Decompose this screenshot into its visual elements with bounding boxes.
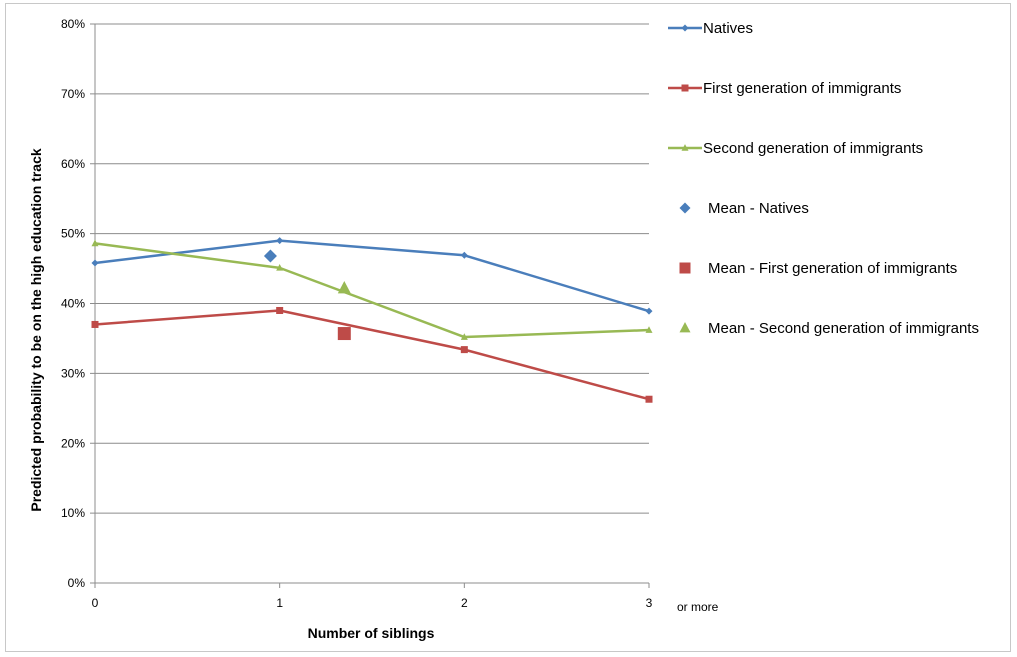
series-line-0 <box>94 239 650 313</box>
legend-item: Natives <box>668 20 753 37</box>
legend-marker <box>681 24 689 32</box>
x-tick-label: 0 <box>92 596 99 610</box>
legend-label: First generation of immigrants <box>703 80 901 97</box>
legend-label: Second generation of immigrants <box>703 140 923 157</box>
legend-label: Mean - First generation of immigrants <box>708 260 957 277</box>
series-line-2 <box>94 242 650 339</box>
data-point <box>276 306 284 314</box>
mean-point <box>337 280 351 294</box>
data-point <box>91 239 99 247</box>
data-point <box>91 259 99 267</box>
mean-markers <box>263 249 351 341</box>
y-tick-label: 30% <box>61 366 85 380</box>
legend-marker <box>681 144 689 151</box>
legend-label: Mean - Natives <box>708 200 809 217</box>
data-point <box>276 237 284 245</box>
legend-item: Second generation of immigrants <box>668 140 923 157</box>
legend-item: Mean - Natives <box>679 200 809 217</box>
y-tick-labels: 0% 10% 20% 30% 40% 50% 60% 70% 80% <box>61 17 85 590</box>
y-tick-label: 60% <box>61 157 85 171</box>
legend-label: Natives <box>703 20 753 37</box>
data-point <box>276 264 284 271</box>
y-tick-label: 80% <box>61 17 85 31</box>
data-point <box>460 251 468 259</box>
x-axis-title: Number of siblings <box>308 625 435 641</box>
x-tick-label: 1 <box>276 596 283 610</box>
y-tick-label: 50% <box>61 227 85 241</box>
legend: Natives First generation of immigrants Sec… <box>668 20 979 337</box>
data-point <box>645 326 653 333</box>
y-axis-title: Predicted probability to be on the high … <box>28 148 44 511</box>
series-lines <box>91 237 653 403</box>
legend-item: Mean - Second generation of immigrants <box>679 320 979 337</box>
x-tick-label: 3 <box>646 596 653 610</box>
legend-marker <box>679 202 691 214</box>
gridlines <box>90 23 649 584</box>
y-tick-label: 40% <box>61 297 85 311</box>
data-point <box>645 307 653 315</box>
data-point <box>645 395 653 403</box>
series-line-1 <box>94 309 650 401</box>
data-point <box>91 320 99 328</box>
y-tick-label: 0% <box>68 576 86 590</box>
data-point <box>460 346 468 354</box>
mean-point <box>263 249 277 263</box>
legend-marker <box>679 321 691 333</box>
x-tick-label: 2 <box>461 596 468 610</box>
x-tick-labels: 0 1 2 3 or more <box>92 596 719 614</box>
legend-marker <box>681 84 689 92</box>
y-tick-label: 70% <box>61 87 85 101</box>
mean-point <box>337 327 351 341</box>
data-point <box>460 333 468 340</box>
legend-item: Mean - First generation of immigrants <box>679 260 957 277</box>
axes <box>94 24 650 588</box>
legend-item: First generation of immigrants <box>668 80 901 97</box>
y-tick-label: 10% <box>61 506 85 520</box>
chart-frame <box>5 3 1011 652</box>
y-tick-label: 20% <box>61 436 85 450</box>
legend-marker <box>679 262 691 274</box>
legend-label: Mean - Second generation of immigrants <box>708 320 979 337</box>
x-tick-label-extra: or more <box>677 600 719 614</box>
